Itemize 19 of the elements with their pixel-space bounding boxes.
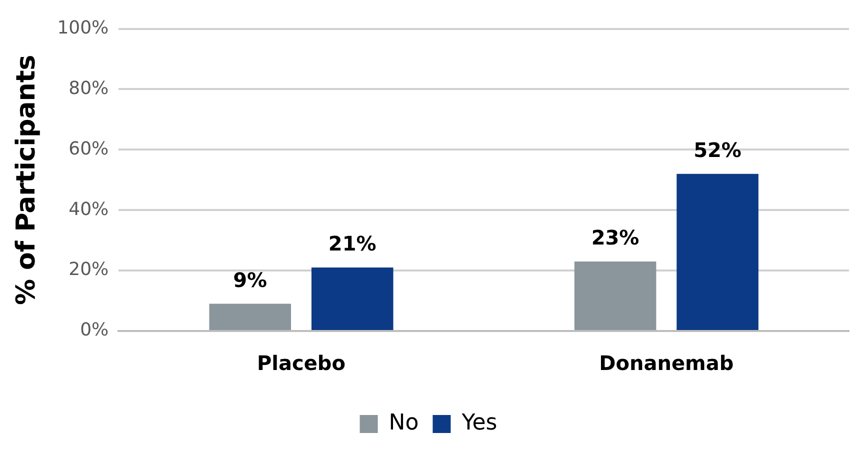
y-tick-label: 80% xyxy=(68,78,109,99)
y-tick-label: 100% xyxy=(57,17,109,38)
legend-label: No xyxy=(388,410,419,436)
data-label: 23% xyxy=(591,226,640,250)
x-tick-label: Placebo xyxy=(256,351,346,376)
bar xyxy=(574,261,656,330)
y-tick-label: 0% xyxy=(80,320,109,341)
x-tick-label: Donanemab xyxy=(599,351,734,376)
bar xyxy=(676,174,758,330)
y-tick-label: 40% xyxy=(68,198,109,220)
y-tick-label: 60% xyxy=(68,138,109,160)
bar xyxy=(209,304,292,330)
y-tick-label: 20% xyxy=(68,259,109,280)
y-axis-title: % of Participants xyxy=(11,54,42,306)
data-label: 52% xyxy=(694,138,742,162)
data-label: 21% xyxy=(328,232,376,256)
bar xyxy=(311,268,394,330)
legend-label: Yes xyxy=(460,410,498,436)
data-label: 9% xyxy=(233,268,268,292)
